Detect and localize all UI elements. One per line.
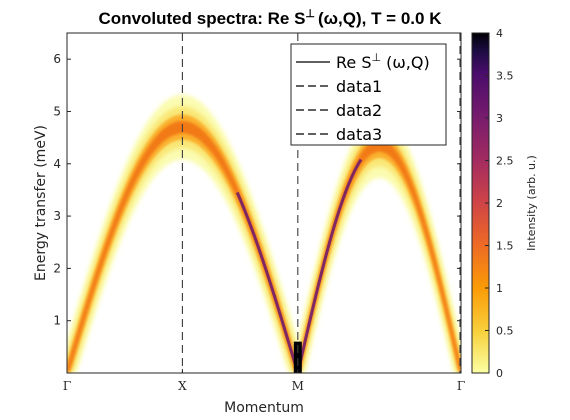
branch-2-high-intensity xyxy=(296,158,363,373)
colorbar: 0 0.5 1 1.5 2 2.5 3 3.5 4 Intensity (arb. u.) xyxy=(471,27,538,380)
title-args: (ω,Q), T = 0.0 K xyxy=(318,9,442,28)
y-tick-label: 4 xyxy=(53,157,61,171)
y-tick-label: 6 xyxy=(53,52,61,66)
m-point-peak xyxy=(293,341,302,373)
y-axis: 1 2 3 4 5 6 xyxy=(53,52,461,328)
x-tick-label: Γ xyxy=(457,379,465,393)
x-tick-label: X xyxy=(178,379,187,393)
title-sup: ⊥ xyxy=(305,8,315,20)
colorbar-tick-label: 2 xyxy=(496,197,503,210)
colorbar-tick-label: 1.5 xyxy=(496,240,514,253)
y-axis-label: Energy transfer (meV) xyxy=(33,125,49,281)
colorbar-tick-label: 3.5 xyxy=(496,70,514,83)
branch-1-high-intensity xyxy=(235,191,300,373)
legend-label-4: data3 xyxy=(336,125,382,144)
x-axis-label: Momentum xyxy=(224,400,304,416)
legend-label-2: data1 xyxy=(336,77,382,96)
x-tick-label: Γ xyxy=(63,379,71,393)
y-tick-label: 3 xyxy=(53,209,61,223)
legend-box xyxy=(290,43,447,146)
colorbar-tick-label: 0 xyxy=(496,367,503,380)
colorbar-tick-label: 0.5 xyxy=(496,325,514,338)
x-tick-label: M xyxy=(292,379,304,393)
title-prefix: Convoluted spectra: Re S xyxy=(99,9,306,28)
plot-frame xyxy=(66,32,462,374)
colorbar-tick-label: 4 xyxy=(496,27,503,40)
colorbar-tick-label: 1 xyxy=(496,282,503,295)
y-tick-label: 1 xyxy=(53,314,61,328)
legend: Re S⊥ (ω,Q) data1 data2 data3 xyxy=(290,43,447,146)
colorbar-label: Intensity (arb. u.) xyxy=(525,155,538,251)
legend-label-3: data2 xyxy=(336,101,382,120)
legend-label-1: Re S⊥ (ω,Q) xyxy=(336,51,430,72)
chart-title: Convoluted spectra: Re S⊥ (ω,Q), T = 0.0 … xyxy=(99,8,443,28)
colorbar-tick-label: 3 xyxy=(496,112,503,125)
y-tick-label: 5 xyxy=(53,104,61,118)
colorbar-tick-label: 2.5 xyxy=(496,155,514,168)
y-tick-label: 2 xyxy=(53,261,61,275)
